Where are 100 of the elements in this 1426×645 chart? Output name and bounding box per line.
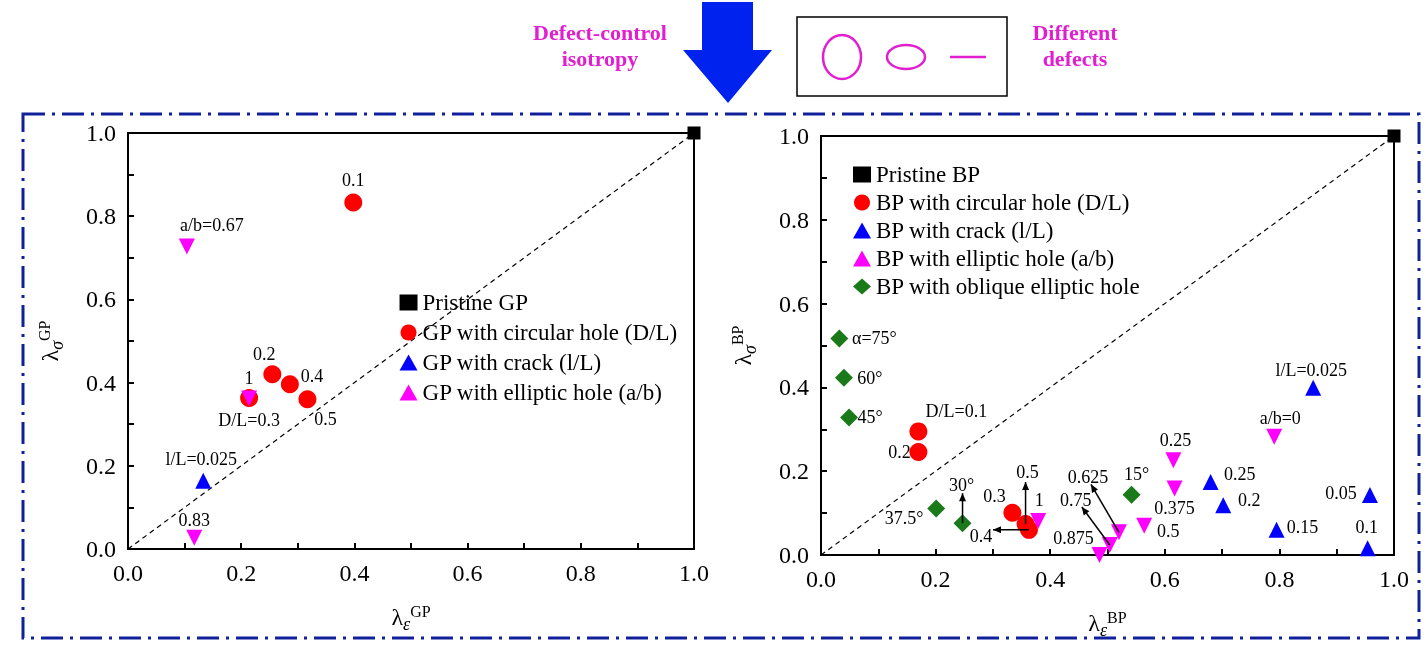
annotation: α=75°: [851, 328, 897, 349]
annotation: a/b=0: [1259, 407, 1301, 428]
annotation: 1: [244, 368, 254, 389]
point: [1136, 517, 1153, 534]
annotation: 0.5: [1016, 461, 1039, 482]
annotation: 0.375: [1154, 498, 1195, 519]
x-tick-label: 0.4: [1035, 566, 1066, 592]
point: [687, 126, 701, 140]
point: [1165, 452, 1182, 469]
point: [1268, 521, 1285, 538]
point: [1387, 129, 1401, 143]
x-tick-label: 0.0: [113, 560, 143, 586]
annotation: 0.1: [1355, 517, 1378, 538]
y-tick-label: 0.4: [86, 369, 116, 396]
y-tick-label: 0.2: [779, 458, 809, 485]
point: [1359, 540, 1376, 557]
point: [1030, 513, 1047, 530]
annotation: a/b=0.67: [180, 214, 244, 235]
legend-label: GP with circular hole (D/L): [422, 320, 678, 345]
x-tick-label: 0.2: [226, 560, 257, 586]
annotation: 0.625: [1067, 467, 1109, 488]
legend-label: BP with oblique elliptic hole: [876, 274, 1140, 299]
annotation: 0.25: [1223, 464, 1256, 485]
annotation: 0.875: [1053, 528, 1094, 548]
point: [909, 442, 928, 461]
x-tick-label: 0.2: [920, 566, 951, 592]
point: [195, 472, 212, 489]
y-tick-label: 1.0: [86, 120, 116, 146]
y-tick-label: 0.0: [86, 536, 116, 562]
point: [1122, 485, 1141, 504]
x-tick-label: 0.6: [452, 560, 483, 586]
point: [1215, 497, 1232, 514]
x-tick-label: 0.4: [339, 560, 370, 586]
annotation: 0.5: [1156, 520, 1180, 541]
annotation: 0.2: [888, 441, 911, 462]
annotation: 37.5°: [884, 508, 924, 529]
x-tick-label: 1.0: [679, 560, 709, 586]
text: Defect-control isotropy: [532, 20, 668, 72]
point: [280, 375, 299, 394]
point: [1305, 379, 1322, 396]
y-axis-title: λσGP: [35, 320, 67, 362]
point: [263, 365, 282, 384]
legend-label: BP with circular hole (D/L): [876, 190, 1130, 215]
annotation: l/L=0.025: [165, 448, 238, 469]
point: [830, 329, 849, 348]
x-tick-label: 0.0: [806, 566, 836, 592]
point: [1361, 487, 1378, 504]
y-tick-label: 0.6: [779, 290, 809, 317]
point: [834, 368, 853, 387]
annotation: 0.1: [342, 170, 365, 191]
point: [1003, 503, 1022, 522]
annotation: 0.25: [1159, 430, 1192, 451]
annotation: 45°: [857, 406, 883, 427]
annotation: 0.15: [1286, 516, 1319, 537]
y-tick-label: 0.8: [86, 203, 116, 230]
annotation: 0.83: [178, 509, 210, 530]
point: [1266, 428, 1283, 445]
annotation: l/L=0.025: [1275, 359, 1348, 380]
annotation: D/L=0.1: [925, 401, 988, 422]
point: [1091, 547, 1108, 563]
legend-label: GP with elliptic hole (a/b): [422, 380, 662, 405]
annotation: 30°: [948, 475, 975, 496]
text: Different defects: [1031, 20, 1119, 72]
y-tick-label: 0.4: [779, 374, 809, 401]
x-tick-label: 0.6: [1149, 566, 1180, 592]
y-tick-label: 0.0: [779, 542, 809, 568]
point: [1202, 474, 1219, 491]
annotation: 0.2: [253, 344, 276, 365]
legend-label: Pristine GP: [422, 290, 528, 315]
point: [298, 390, 317, 409]
point: [927, 499, 946, 518]
legend-label: Pristine BP: [876, 162, 981, 187]
point: [186, 529, 203, 546]
annotation: 0.5: [314, 409, 337, 430]
point: [1166, 480, 1183, 497]
point: [909, 422, 928, 441]
annotation: 0.05: [1325, 483, 1357, 504]
point: [344, 193, 363, 212]
annotation: 1: [1034, 490, 1044, 511]
x-tick-label: 0.8: [565, 560, 596, 586]
y-axis-title: λσBP: [728, 325, 760, 366]
y-tick-label: 0.8: [779, 206, 809, 233]
y-tick-label: 0.2: [86, 452, 116, 479]
annotation: 0.4: [300, 366, 324, 387]
annotation: 0.4: [969, 525, 993, 546]
annotation: 60°: [857, 367, 883, 388]
point: [840, 408, 859, 427]
annotation: 0.75: [1060, 489, 1092, 510]
x-tick-label: 0.8: [1264, 566, 1295, 592]
annotation: D/L=0.3: [218, 409, 280, 430]
x-tick-label: 1.0: [1379, 566, 1409, 592]
annotation: 0.2: [1238, 490, 1261, 511]
point: [953, 514, 972, 533]
annotation: 15°: [1123, 463, 1150, 484]
legend-label: BP with elliptic hole (a/b): [876, 246, 1115, 271]
point: [178, 238, 195, 255]
y-tick-label: 1.0: [779, 123, 809, 149]
annotation: 0.3: [983, 485, 1006, 506]
y-tick-label: 0.6: [86, 286, 116, 313]
legend-label: GP with crack (l/L): [422, 350, 602, 375]
